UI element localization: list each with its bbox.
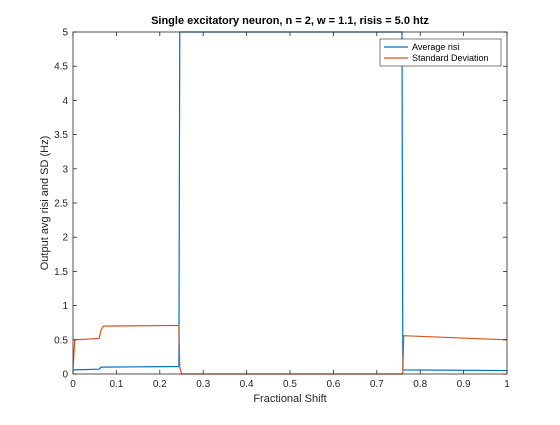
y-tick-label: 4.5 bbox=[54, 62, 68, 73]
x-tick-label: 0.7 bbox=[370, 379, 384, 390]
x-tick-label: 0.3 bbox=[196, 379, 210, 390]
x-axis-label: Fractional Shift bbox=[253, 393, 326, 405]
x-tick-label: 0.1 bbox=[109, 379, 123, 390]
x-tick-label: 0.5 bbox=[283, 379, 297, 390]
y-axis-label: Output avg risi and SD (Hz) bbox=[39, 136, 51, 271]
y-tick-label: 2 bbox=[62, 233, 68, 244]
plot-area bbox=[73, 32, 507, 374]
y-tick-label: 1 bbox=[62, 301, 68, 312]
y-tick-label: 5 bbox=[62, 28, 68, 39]
legend-entry: Average risi bbox=[412, 42, 459, 52]
x-tick-label: 0.9 bbox=[457, 379, 471, 390]
legend-entry: Standard Deviation bbox=[412, 53, 489, 63]
x-tick-label: 0.8 bbox=[413, 379, 427, 390]
y-tick-label: 1.5 bbox=[54, 267, 68, 278]
y-tick-label: 3.5 bbox=[54, 130, 68, 141]
x-tick-label: 0.6 bbox=[326, 379, 340, 390]
x-tick-label: 1 bbox=[504, 379, 510, 390]
x-tick-label: 0 bbox=[70, 379, 76, 390]
y-tick-label: 0.5 bbox=[54, 335, 68, 346]
x-tick-label: 0.2 bbox=[153, 379, 167, 390]
legend-box bbox=[379, 38, 502, 67]
y-tick-label: 4 bbox=[62, 96, 68, 107]
x-tick-label: 0.4 bbox=[240, 379, 254, 390]
y-tick-label: 3 bbox=[62, 164, 68, 175]
y-tick-label: 2.5 bbox=[54, 199, 68, 210]
chart-title: Single excitatory neuron, n = 2, w = 1.1… bbox=[151, 15, 429, 27]
series-line-standard-deviation bbox=[73, 324, 507, 375]
y-tick-label: 0 bbox=[62, 370, 68, 381]
